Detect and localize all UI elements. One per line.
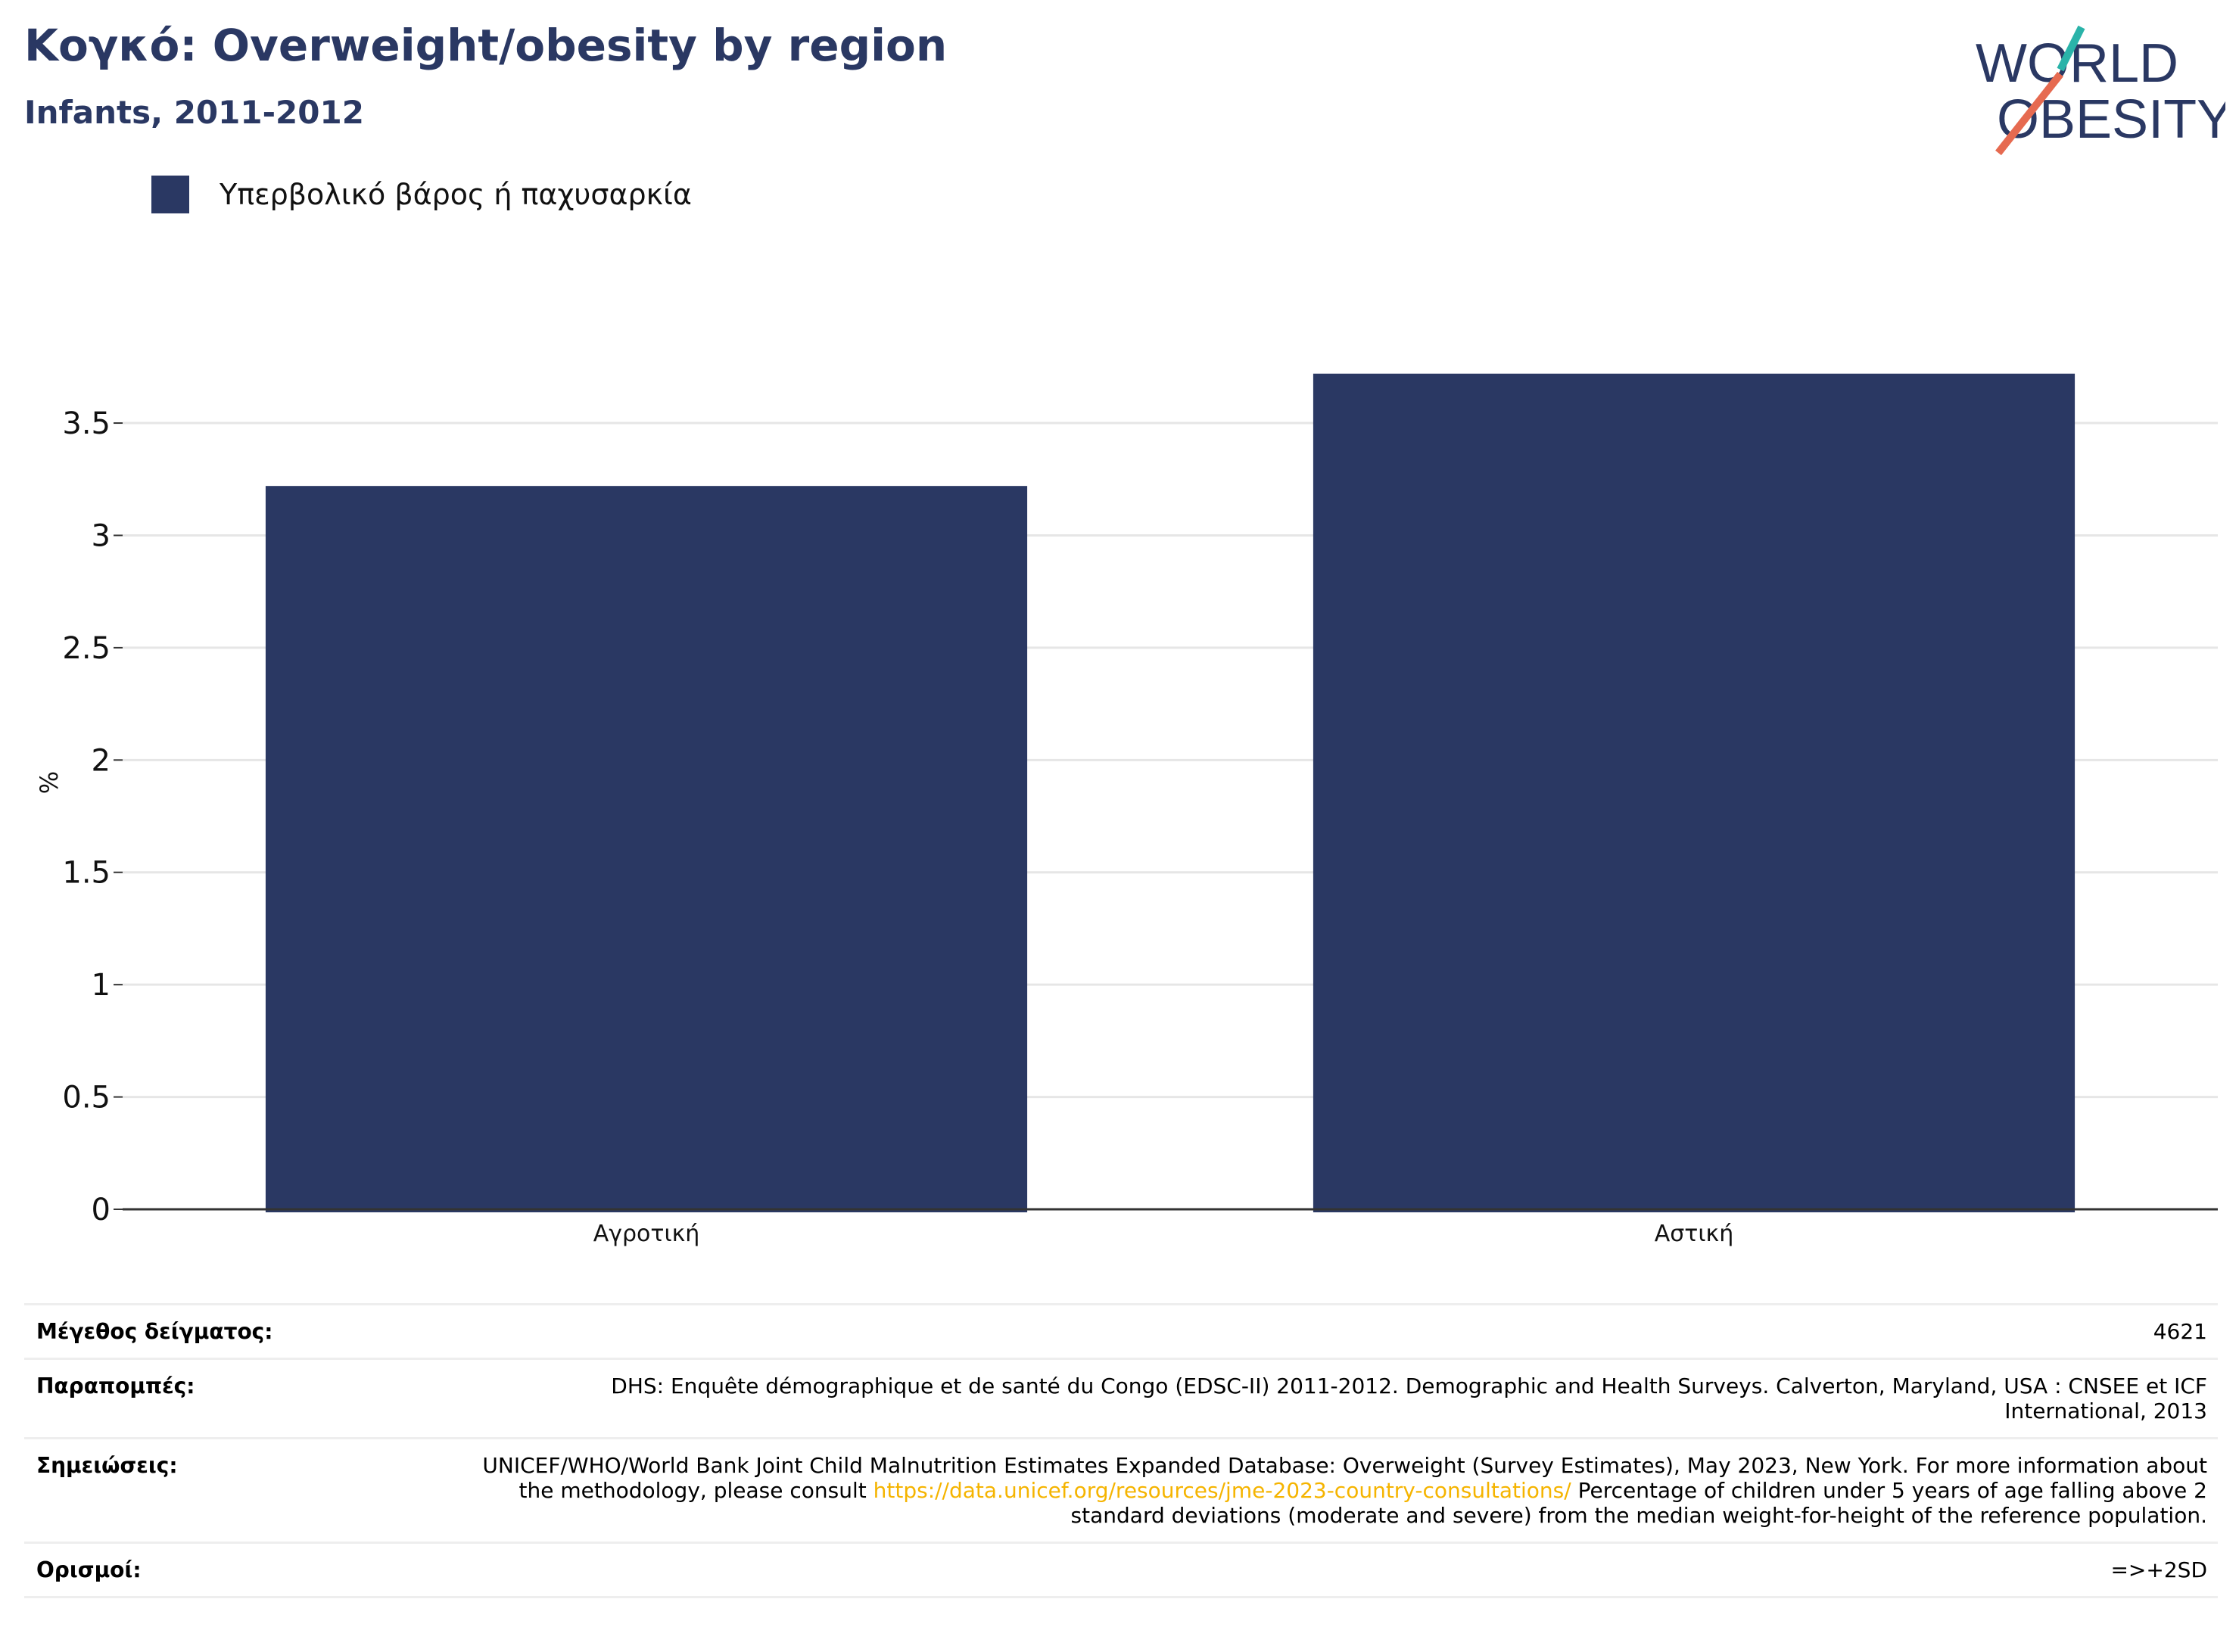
- footer-row-notes: Σημειώσεις: UNICEF/WHO/World Bank Joint …: [24, 1437, 2218, 1542]
- logo-line2: OBESITY: [1997, 89, 2225, 150]
- world-obesity-logo: WORLD OBESITY: [1976, 25, 2225, 156]
- methodology-link[interactable]: https://data.unicef.org/resources/jme-20…: [873, 1478, 1571, 1503]
- references-label: Παραπομπές:: [36, 1374, 195, 1398]
- y-tick-label: 0: [92, 1193, 111, 1227]
- footer-row-definitions: Ορισμοί: =>+2SD: [24, 1542, 2218, 1598]
- sample-size-label: Μέγεθος δείγματος:: [36, 1319, 273, 1344]
- y-tick-label: 1.5: [62, 856, 111, 891]
- legend-swatch: [151, 176, 189, 213]
- footer-row-sample-size: Μέγεθος δείγματος: 4621: [24, 1303, 2218, 1358]
- x-tick-label: Αγροτική: [593, 1221, 700, 1247]
- y-tick-label: 1: [92, 968, 111, 1003]
- footer-row-references: Παραπομπές: DHS: Enquête démographique e…: [24, 1358, 2218, 1437]
- y-tick-label: 3.5: [62, 406, 111, 441]
- legend: Υπερβολικό βάρος ή παχυσαρκία: [151, 176, 692, 213]
- x-tick-label: Αστική: [1655, 1221, 1733, 1247]
- notes-value: UNICEF/WHO/World Bank Joint Child Malnut…: [466, 1453, 2207, 1528]
- references-value: DHS: Enquête démographique et de santé d…: [611, 1374, 2207, 1423]
- logo-slash-teal: [2057, 25, 2085, 72]
- logo-slash-coral: [1995, 71, 2063, 156]
- definitions-label: Ορισμοί:: [36, 1557, 142, 1582]
- notes-label: Σημειώσεις:: [36, 1453, 178, 1478]
- y-tick-label: 0.5: [62, 1081, 111, 1115]
- bar-chart: 0 0.5 1 1.5 2 2.5 3 3.5 Αγροτική Αστική%: [35, 373, 2218, 1247]
- definitions-value: =>+2SD: [2110, 1557, 2207, 1582]
- y-tick-label: 3: [92, 518, 111, 553]
- legend-label: Υπερβολικό βάρος ή παχυσαρκία: [220, 178, 692, 211]
- footer-table: Μέγεθος δείγματος: 4621 Παραπομπές: DHS:…: [24, 1303, 2218, 1598]
- sample-size-value: 4621: [2153, 1319, 2207, 1344]
- bar: [1313, 373, 2076, 1213]
- notes-text-pre: UNICEF/WHO/World Bank Joint Child Malnut…: [482, 1453, 2207, 1503]
- chart-title: Κογκό: Overweight/obesity by region: [24, 20, 948, 71]
- bar: [265, 486, 1028, 1212]
- y-axis-label: %: [35, 771, 64, 794]
- notes-text-post: Percentage of children under 5 years of …: [1070, 1478, 2207, 1528]
- chart-subtitle: Infants, 2011-2012: [24, 94, 364, 131]
- y-tick-label: 2.5: [62, 631, 111, 666]
- y-tick-label: 2: [92, 743, 111, 778]
